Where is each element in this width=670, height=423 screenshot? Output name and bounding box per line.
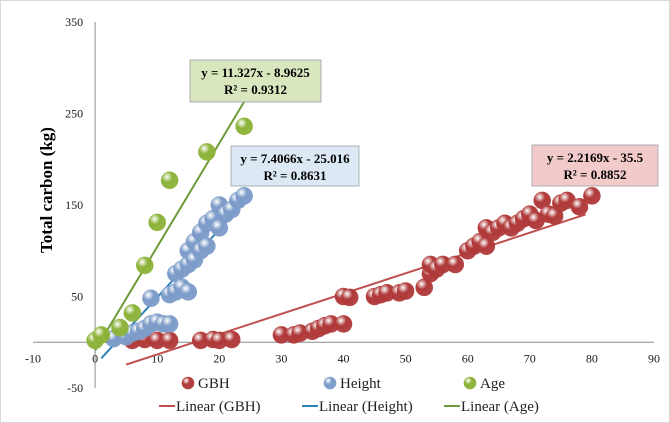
data-point-age [92,326,111,344]
data-point-gbh [222,330,241,349]
y-tick-label: 350 [65,15,83,29]
equation-text: y = 11.327x - 8.9625 [201,65,310,80]
x-tick-label: 90 [648,351,660,365]
y-axis-label: Total carbon (kg) [37,127,56,253]
data-point-gbh [340,288,359,307]
data-point-age [160,171,179,190]
data-point-height [235,187,253,205]
trendline-linear-age [94,101,245,351]
data-point-age [111,318,129,337]
legend-label-linear-gbh: Linear (GBH) [176,399,261,415]
data-point-gbh [334,315,353,333]
x-tick-label: 70 [524,351,536,365]
legend-label-height: Height [340,376,382,392]
equation-box-linear-height [230,145,360,187]
y-tick-label: 150 [65,198,83,212]
r-squared-text: R² = 0.8852 [564,167,627,182]
x-tick-label: -10 [25,351,41,365]
y-tick-label: 50 [71,290,83,304]
data-point-height [160,315,179,333]
legend-label-linear-height: Linear (Height) [319,399,413,415]
data-point-age [198,143,216,161]
y-tick-label: -50 [67,381,83,395]
equation-text: y = 2.2169x - 35.5 [547,150,644,165]
data-point-age [135,256,154,275]
data-point-age [235,117,253,136]
data-point-gbh [446,255,465,274]
data-point-age [148,213,166,232]
r-squared-text: R² = 0.8631 [264,168,327,183]
x-tick-label: 40 [338,351,350,365]
equation-text: y = 7.4066x - 25.016 [240,151,350,166]
x-tick-label: 80 [586,351,598,365]
y-tick-label: 250 [65,107,83,121]
x-tick-label: 60 [462,351,474,365]
legend-marker-age [463,376,477,390]
data-point-gbh [396,282,415,300]
data-point-height [198,237,216,255]
legend-label-linear-age: Linear (Age) [461,399,539,415]
x-tick-label: 30 [275,351,287,365]
legend-label-age: Age [480,376,505,392]
data-point-height [142,289,160,308]
x-tick-label: 50 [400,351,412,365]
x-tick-label: 20 [213,351,225,365]
data-point-age [123,304,142,322]
legend-label-gbh: GBH [198,376,230,392]
equation-box-linear-age [189,59,322,103]
data-point-gbh [583,187,601,205]
data-point-height [179,283,198,301]
data-point-gbh [160,331,179,350]
legend-marker-gbh [181,376,195,390]
equation-box-linear-gbh [531,144,659,187]
r-squared-text: R² = 0.9312 [224,82,287,97]
data-point-gbh [570,198,589,216]
x-tick-label: 0 [92,351,98,365]
legend-marker-height [323,376,337,390]
